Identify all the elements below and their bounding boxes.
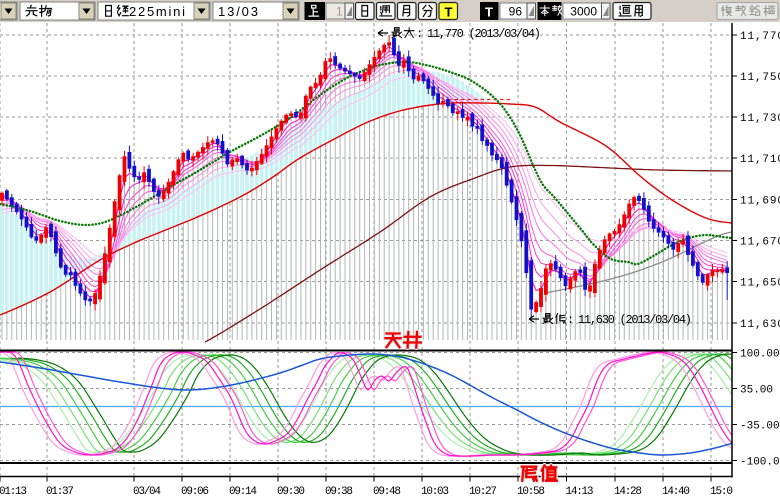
svg-text:11,710: 11,710: [740, 154, 780, 166]
svg-text:225mini: 225mini: [129, 4, 185, 19]
svg-text:T: T: [485, 5, 493, 20]
svg-text:09:06: 09:06: [181, 486, 209, 498]
svg-text:T: T: [445, 5, 453, 20]
svg-text:11,630 (2013/03/04): 11,630 (2013/03/04): [578, 313, 692, 327]
svg-text:11,690: 11,690: [740, 196, 780, 208]
svg-text:09:38: 09:38: [325, 486, 353, 498]
svg-text::: :: [567, 313, 574, 327]
svg-text:03/04: 03/04: [133, 486, 161, 498]
svg-text:11,770: 11,770: [740, 31, 780, 43]
svg-text:10:27: 10:27: [469, 486, 497, 498]
svg-text:11,630: 11,630: [740, 319, 780, 331]
svg-text:09:14: 09:14: [229, 486, 257, 498]
svg-text:15:0: 15:0: [710, 486, 733, 498]
svg-text:10:58: 10:58: [517, 486, 545, 498]
svg-text:100.00: 100.00: [740, 349, 780, 361]
svg-text:01:13: 01:13: [0, 486, 27, 498]
svg-text:01:37: 01:37: [46, 486, 74, 498]
svg-text:10:03: 10:03: [421, 486, 449, 498]
svg-text:-35.00: -35.00: [740, 421, 780, 433]
svg-text:11,730: 11,730: [740, 113, 780, 125]
svg-text:96: 96: [509, 5, 523, 19]
svg-text:11,670: 11,670: [740, 237, 780, 249]
svg-text:1: 1: [336, 5, 343, 19]
svg-text:14:13: 14:13: [566, 486, 594, 498]
svg-text:-100.00: -100.00: [740, 457, 780, 469]
svg-text:14:28: 14:28: [614, 486, 642, 498]
svg-text::: :: [416, 27, 423, 41]
svg-text:35.00: 35.00: [740, 385, 773, 397]
svg-text:14:40: 14:40: [662, 486, 690, 498]
svg-text:13/03: 13/03: [218, 4, 258, 19]
svg-text:11,650: 11,650: [740, 278, 780, 290]
svg-text:11,770 (2013/03/04): 11,770 (2013/03/04): [427, 27, 541, 41]
svg-text:3000: 3000: [570, 5, 597, 19]
svg-text:09:30: 09:30: [277, 486, 305, 498]
svg-text:11,750: 11,750: [740, 72, 780, 84]
svg-text:09:48: 09:48: [373, 486, 401, 498]
